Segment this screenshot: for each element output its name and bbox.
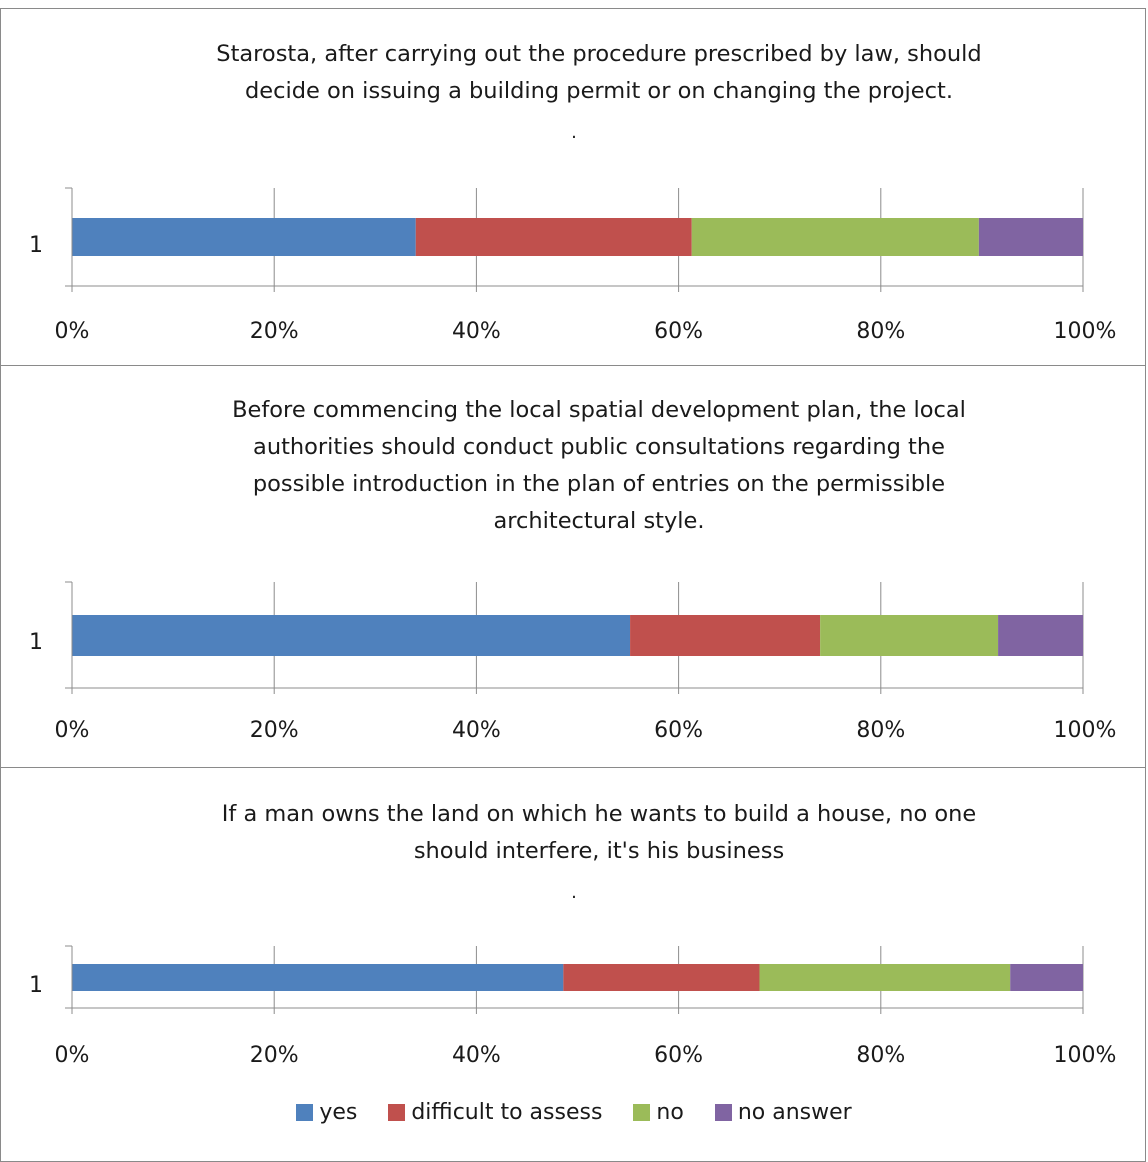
legend-label-difficult: difficult to assess xyxy=(411,1100,603,1125)
chart-title-3-line: If a man owns the land on which he wants… xyxy=(221,801,977,827)
chart-3-tick-label: 40% xyxy=(452,1043,501,1068)
chart-title-2-line: authorities should conduct public consul… xyxy=(253,434,945,460)
chart-title-1: Starosta, after carrying out the procedu… xyxy=(120,36,1078,110)
chart-3-tick-label: 0% xyxy=(55,1043,90,1068)
chart-1-bar-segment xyxy=(978,218,1083,256)
chart-2-tick-label: 20% xyxy=(250,718,299,743)
chart-3-bar-segment xyxy=(563,964,760,991)
chart-title-1-line: decide on issuing a building permit or o… xyxy=(244,78,953,104)
chart-panel-2 xyxy=(0,365,1146,768)
chart-title-1-mark: . xyxy=(571,122,577,143)
chart-1-bar-segment xyxy=(415,218,692,256)
legend-swatch-yes xyxy=(296,1104,314,1121)
chart-2-bar-segment xyxy=(630,615,821,656)
chart-1-category-label: 1 xyxy=(29,233,43,258)
chart-title-2-line: Before commencing the local spatial deve… xyxy=(232,397,966,423)
chart-1-tick-label: 20% xyxy=(250,319,299,344)
chart-2-bar-segment xyxy=(998,615,1083,656)
legend-swatch-no xyxy=(633,1104,651,1121)
chart-1-tick-label: 40% xyxy=(452,319,501,344)
chart-2-category-label: 1 xyxy=(29,630,43,655)
chart-3-bar-segment xyxy=(72,964,564,991)
legend-item-no: no xyxy=(633,1100,684,1125)
chart-title-1-line: Starosta, after carrying out the procedu… xyxy=(216,41,982,67)
chart-3-tick-label: 20% xyxy=(250,1043,299,1068)
chart-2-tick-label: 40% xyxy=(452,718,501,743)
chart-3-tick-label: 80% xyxy=(856,1043,905,1068)
chart-title-3-mark: . xyxy=(571,882,577,903)
legend-item-yes: yes xyxy=(296,1100,357,1125)
legend-label-no-answer: no answer xyxy=(737,1100,852,1125)
chart-title-2-line: architectural style. xyxy=(493,508,705,534)
chart-3-bar-segment xyxy=(759,964,1011,991)
legend-swatch-no-answer xyxy=(714,1104,732,1121)
chart-3-category-label: 1 xyxy=(29,973,43,998)
chart-1-bar-segment xyxy=(72,218,416,256)
chart-3-bar-segment xyxy=(1010,964,1083,991)
chart-1-tick-label: 80% xyxy=(856,319,905,344)
legend-label-no: no xyxy=(656,1100,684,1125)
chart-2-tick-label: 0% xyxy=(55,718,90,743)
chart-1-bar-segment xyxy=(691,218,979,256)
legend-label-yes: yes xyxy=(319,1100,358,1125)
chart-2-bar-segment xyxy=(72,615,631,656)
chart-panel-1 xyxy=(0,8,1146,366)
chart-title-3-line: should interfere, it's his business xyxy=(413,838,785,864)
chart-2-tick-label: 80% xyxy=(856,718,905,743)
legend-swatch-difficult xyxy=(388,1104,406,1121)
chart-1-tick-label: 0% xyxy=(55,319,90,344)
chart-title-2-line: possible introduction in the plan of ent… xyxy=(252,471,946,497)
chart-2-tick-label: 60% xyxy=(654,718,703,743)
chart-2-tick-label: 100% xyxy=(1054,718,1117,743)
chart-legend: yes difficult to assess no no answer xyxy=(0,1100,1148,1140)
chart-3-tick-label: 60% xyxy=(654,1043,703,1068)
chart-1-tick-label: 60% xyxy=(654,319,703,344)
legend-item-difficult: difficult to assess xyxy=(388,1100,602,1125)
chart-1-tick-label: 100% xyxy=(1054,319,1117,344)
chart-2-bar-segment xyxy=(820,615,999,656)
chart-title-3: If a man owns the land on which he wants… xyxy=(120,796,1078,870)
chart-3-tick-label: 100% xyxy=(1054,1043,1117,1068)
chart-title-2: Before commencing the local spatial deve… xyxy=(120,392,1078,540)
legend-item-no-answer: no answer xyxy=(714,1100,852,1125)
